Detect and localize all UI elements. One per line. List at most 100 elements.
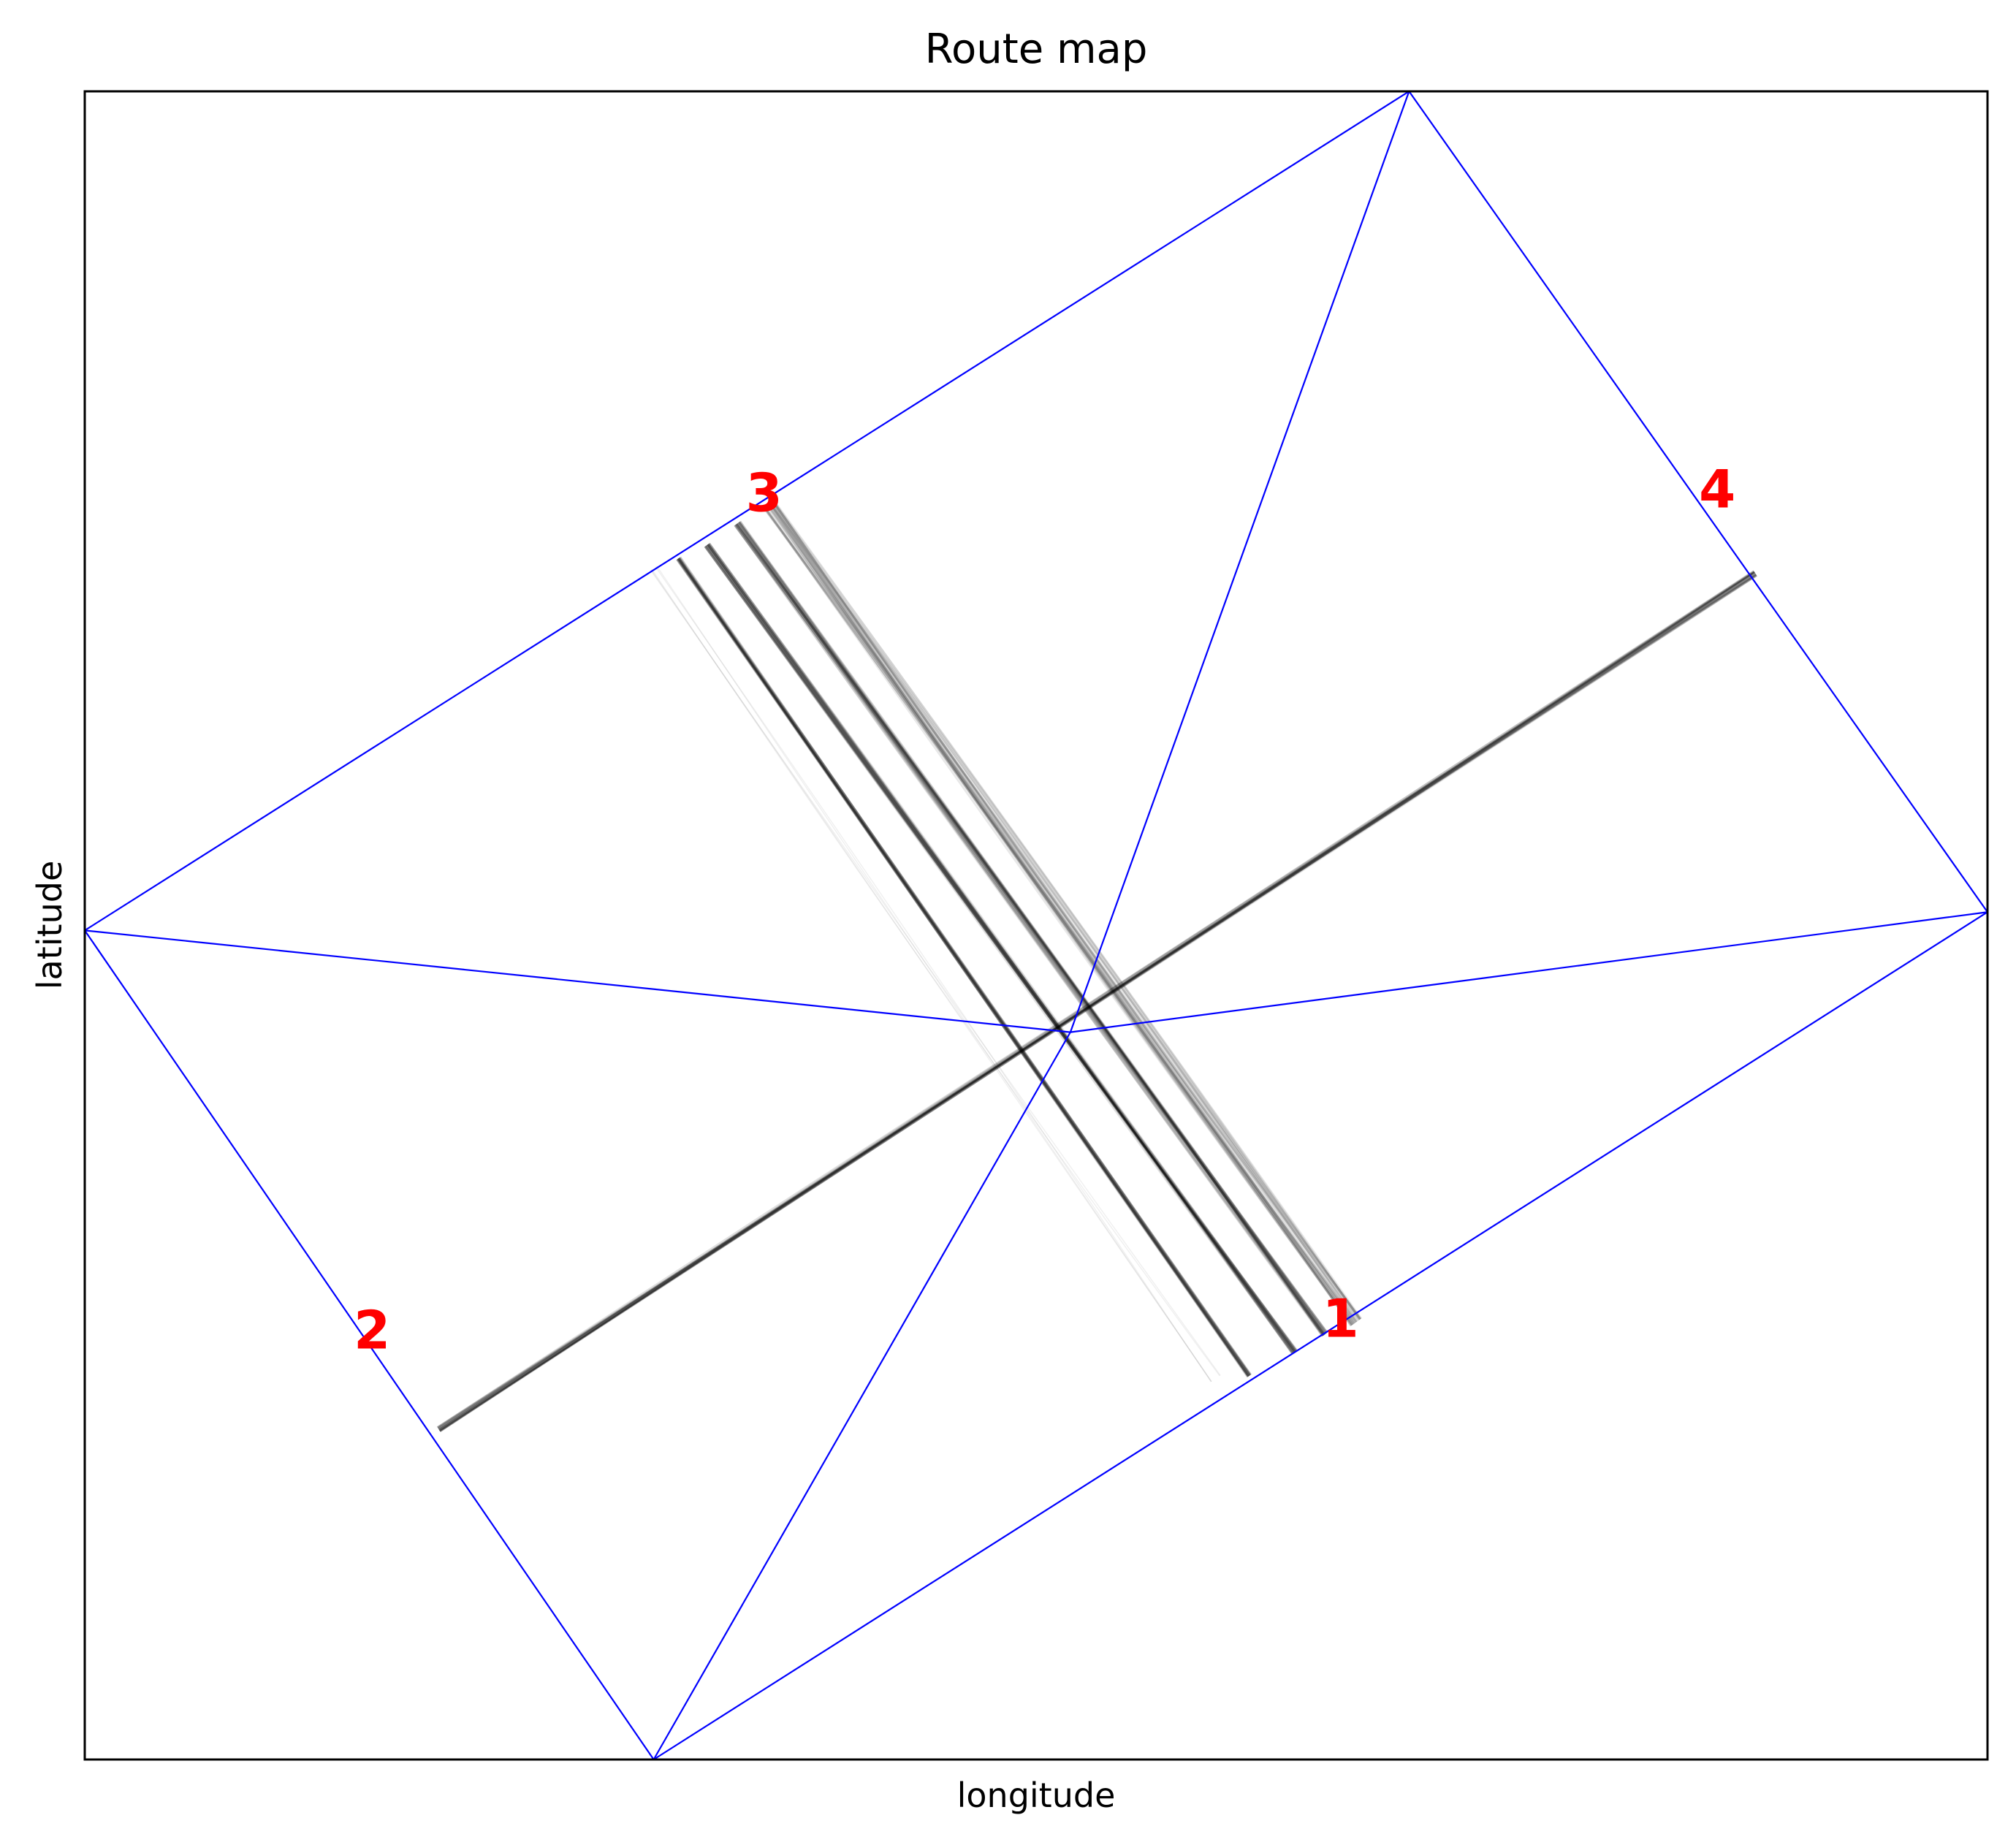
track-line bbox=[772, 502, 1354, 1325]
vehicle-tracks bbox=[436, 501, 1757, 1433]
track-line bbox=[651, 568, 1220, 1377]
exit-label: 4 bbox=[1699, 459, 1735, 520]
track-line bbox=[734, 524, 1328, 1334]
boundary-edge bbox=[653, 1032, 1071, 1760]
track-line bbox=[438, 571, 1755, 1431]
track-line bbox=[704, 546, 1297, 1353]
track-line bbox=[764, 507, 1354, 1325]
track-line bbox=[769, 504, 1356, 1324]
track-line bbox=[769, 503, 1358, 1323]
boundary-edge bbox=[653, 911, 1988, 1760]
track-line bbox=[707, 543, 1294, 1355]
track-line bbox=[438, 570, 1754, 1430]
track-line bbox=[734, 524, 1326, 1336]
track-line bbox=[438, 574, 1757, 1431]
track-line bbox=[677, 557, 1251, 1377]
track-line bbox=[677, 557, 1250, 1377]
track-line bbox=[677, 558, 1249, 1377]
track-line bbox=[650, 569, 1221, 1376]
road-boundary bbox=[84, 91, 1988, 1760]
track-line bbox=[738, 521, 1325, 1336]
track-line bbox=[734, 525, 1327, 1335]
track-line bbox=[770, 503, 1358, 1323]
track-line bbox=[735, 523, 1327, 1335]
track-line bbox=[437, 571, 1756, 1429]
boundary-edge bbox=[1408, 91, 1988, 913]
track-line bbox=[678, 557, 1249, 1377]
track-line bbox=[438, 574, 1757, 1430]
track-line bbox=[438, 574, 1757, 1431]
track-line bbox=[764, 508, 1358, 1323]
track-line bbox=[438, 572, 1756, 1430]
exit-labels: 1 2 3 4 bbox=[354, 459, 1735, 1361]
track-line bbox=[735, 523, 1324, 1337]
boundary-edge bbox=[84, 91, 1410, 932]
track-line bbox=[764, 507, 1353, 1326]
track-line bbox=[737, 522, 1324, 1337]
boundary-edge bbox=[84, 929, 655, 1760]
track-line bbox=[738, 521, 1325, 1336]
track-line bbox=[704, 545, 1296, 1353]
track-line bbox=[735, 523, 1327, 1335]
track-line bbox=[773, 501, 1361, 1320]
track-line bbox=[679, 556, 1251, 1376]
track-line bbox=[677, 558, 1249, 1377]
track-line bbox=[677, 558, 1251, 1377]
boundary-edge bbox=[1069, 91, 1410, 1032]
track-line bbox=[707, 543, 1296, 1354]
track-line bbox=[678, 557, 1252, 1376]
track-line bbox=[737, 521, 1325, 1336]
track-line bbox=[437, 571, 1755, 1429]
y-axis-label: latitude bbox=[30, 861, 69, 989]
track-line bbox=[773, 501, 1354, 1325]
exit-label: 2 bbox=[354, 1299, 390, 1361]
track-line bbox=[677, 558, 1251, 1377]
plot-frame bbox=[83, 90, 1989, 1761]
track-line bbox=[439, 571, 1755, 1432]
track-line bbox=[739, 520, 1325, 1336]
boundary-edge bbox=[84, 929, 1070, 1033]
track-line bbox=[438, 574, 1757, 1431]
track-line bbox=[439, 573, 1757, 1432]
track-line bbox=[436, 573, 1757, 1429]
track-line bbox=[437, 574, 1757, 1429]
track-line bbox=[439, 573, 1757, 1433]
track-line bbox=[767, 505, 1355, 1325]
track-line bbox=[677, 558, 1249, 1378]
track-line bbox=[707, 544, 1297, 1353]
track-line bbox=[767, 505, 1356, 1324]
track-line bbox=[678, 557, 1249, 1377]
track-line bbox=[439, 571, 1756, 1432]
track-line bbox=[771, 502, 1358, 1323]
track-line bbox=[437, 571, 1755, 1429]
track-line bbox=[770, 503, 1362, 1320]
track-line bbox=[676, 558, 1252, 1376]
track-line bbox=[772, 501, 1353, 1327]
track-line bbox=[439, 574, 1757, 1433]
track-line bbox=[764, 507, 1353, 1327]
track-line bbox=[706, 544, 1298, 1352]
track-line bbox=[764, 508, 1362, 1320]
track-line bbox=[704, 546, 1295, 1355]
track-line bbox=[439, 570, 1754, 1432]
track-line bbox=[772, 501, 1361, 1320]
track-line bbox=[707, 544, 1294, 1355]
chart-title: Route map bbox=[925, 26, 1148, 73]
track-line bbox=[708, 542, 1296, 1354]
track-line bbox=[735, 523, 1324, 1337]
track-line bbox=[739, 520, 1328, 1334]
track-line bbox=[767, 506, 1355, 1325]
track-line bbox=[679, 556, 1249, 1378]
track-line bbox=[769, 503, 1357, 1323]
track-line bbox=[735, 523, 1325, 1336]
track-line bbox=[708, 543, 1294, 1355]
track-line bbox=[734, 523, 1328, 1334]
track-line bbox=[676, 558, 1252, 1376]
track-line bbox=[772, 501, 1361, 1321]
track-line bbox=[739, 521, 1324, 1337]
track-line bbox=[769, 503, 1355, 1325]
track-line bbox=[708, 542, 1297, 1353]
track-line bbox=[707, 544, 1296, 1353]
track-line bbox=[705, 544, 1298, 1353]
track-line bbox=[438, 571, 1755, 1431]
